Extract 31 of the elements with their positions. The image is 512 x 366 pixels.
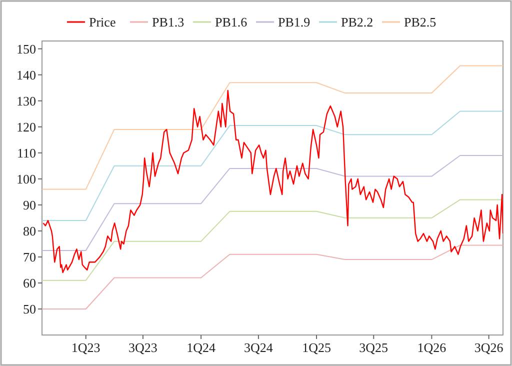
line-series bbox=[42, 154, 503, 251]
x-tick-label: 1Q23 bbox=[71, 340, 100, 355]
y-tick-label: 150 bbox=[16, 41, 36, 56]
legend-label: PB1.9 bbox=[278, 14, 310, 30]
y-tick-label: 90 bbox=[23, 197, 36, 212]
x-tick-label: 1Q25 bbox=[302, 340, 331, 355]
y-tick-label: 70 bbox=[23, 249, 36, 264]
x-tick-label: 3Q26 bbox=[474, 340, 504, 355]
y-tick-label: 50 bbox=[23, 302, 36, 317]
x-tick-label: 1Q26 bbox=[417, 340, 447, 355]
y-tick-label: 140 bbox=[16, 67, 36, 82]
x-tick-label: 1Q24 bbox=[186, 340, 216, 355]
x-tick-label: 3Q23 bbox=[128, 340, 158, 355]
line-series bbox=[42, 199, 503, 281]
legend-label: PB1.6 bbox=[215, 14, 248, 30]
legend-label: Price bbox=[89, 14, 116, 30]
y-tick-label: 60 bbox=[23, 276, 36, 291]
legend-label: PB2.2 bbox=[341, 14, 374, 30]
y-tick-label: 130 bbox=[16, 93, 36, 108]
y-tick-label: 110 bbox=[16, 145, 36, 160]
line-series bbox=[42, 90, 503, 274]
line-series bbox=[42, 244, 503, 310]
x-tick-label: 3Q25 bbox=[359, 340, 388, 355]
y-tick-label: 80 bbox=[23, 223, 36, 238]
y-tick-label: 100 bbox=[16, 171, 36, 186]
line-series bbox=[42, 110, 503, 222]
y-tick-label: 120 bbox=[16, 119, 36, 134]
line-series bbox=[42, 65, 503, 190]
legend-label: PB2.5 bbox=[404, 14, 436, 30]
x-tick-label: 3Q24 bbox=[244, 340, 274, 355]
legend-label: PB1.3 bbox=[152, 14, 184, 30]
